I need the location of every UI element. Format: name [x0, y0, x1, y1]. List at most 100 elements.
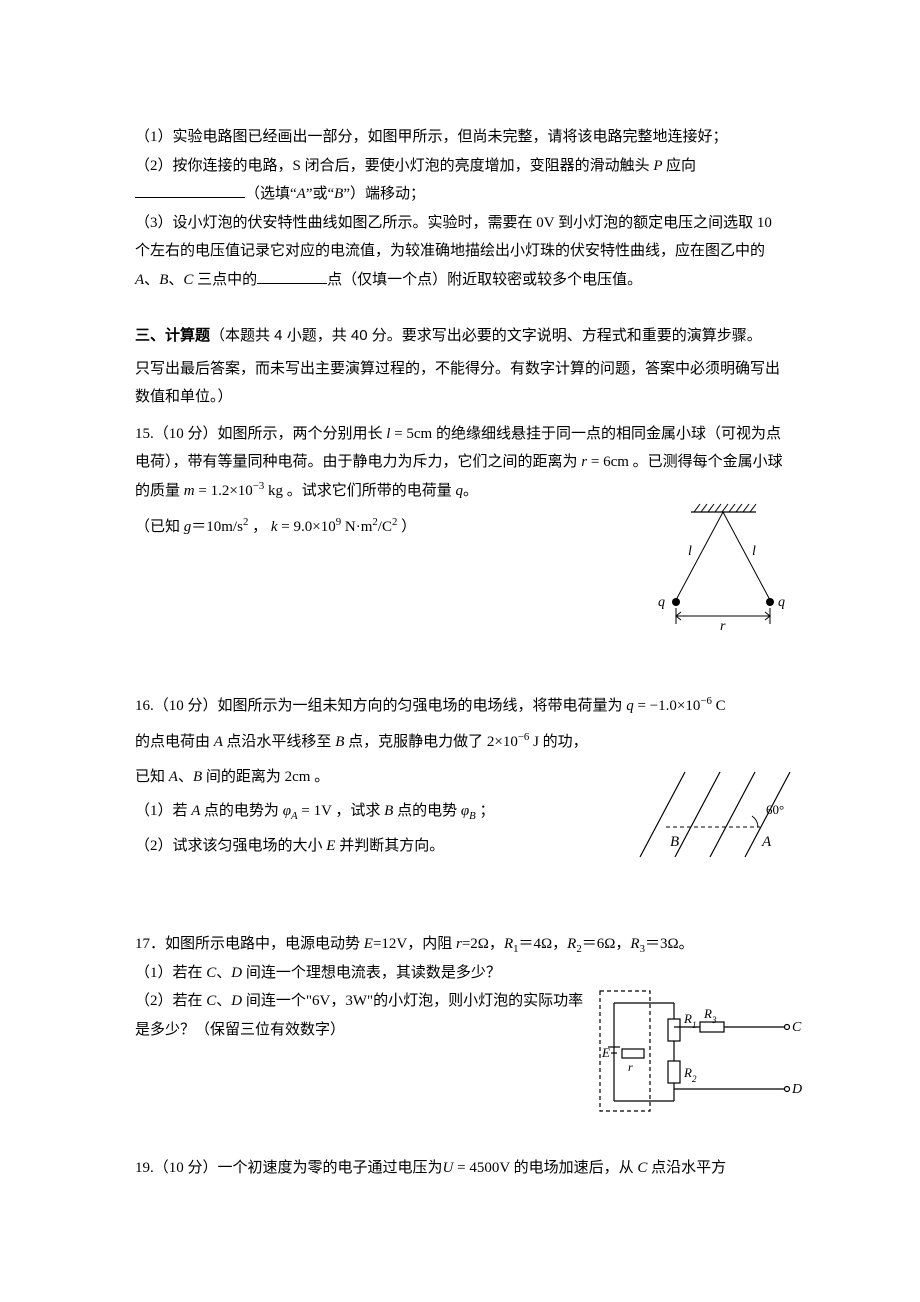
- phi: φ: [279, 803, 291, 819]
- text: = 9.0×10: [278, 519, 336, 535]
- phi: φ: [457, 803, 469, 819]
- text: 、: [216, 965, 231, 981]
- text: （2）按你连接的电路，S 闭合后，要使小灯泡的亮度增加，变阻器的滑动触头: [135, 158, 650, 174]
- label-r: r: [720, 619, 726, 634]
- text: kg 。试求它们所带的电荷量: [264, 483, 455, 499]
- text: 、: [216, 993, 231, 1009]
- var-D: D: [231, 993, 246, 1009]
- label-D: D: [791, 1082, 802, 1097]
- var-E: E: [326, 838, 339, 854]
- label-q-right: q: [778, 595, 785, 610]
- text: 19.（10 分）一个初速度为零的电子通过电压为: [135, 1160, 443, 1176]
- text: 、: [178, 769, 193, 785]
- var-A: A: [191, 803, 204, 819]
- text: （选填“: [245, 186, 297, 202]
- text: ＝4Ω，: [519, 936, 568, 952]
- text: （1）若: [135, 803, 191, 819]
- var-C: C: [637, 1160, 651, 1176]
- blank-fill-2: [257, 269, 327, 284]
- var-E: E: [364, 936, 373, 952]
- section-desc1: （本题共 4 小题，共 40 分。要求写出必要的文字说明、方程式和重要的演算步骤…: [210, 327, 762, 344]
- question-15: 15.（10 分）如图所示，两个分别用长 l = 5cm 的绝缘细线悬挂于同一点…: [135, 420, 790, 542]
- text: 点，克服静电力做了: [348, 734, 483, 750]
- var-g: g: [180, 519, 191, 535]
- var-m: m: [180, 483, 195, 499]
- text: =2Ω，: [462, 936, 504, 952]
- q15-stem: 15.（10 分）如图所示，两个分别用长 l = 5cm 的绝缘细线悬挂于同一点…: [135, 420, 790, 506]
- question-prev-fragment: （1）实验电路图已经画出一部分，如图甲所示，但尚未完整，请将该电路完整地连接好；…: [135, 123, 790, 294]
- var-P: P: [650, 158, 666, 174]
- exponent: −3: [253, 480, 265, 492]
- q16-stem-line2: 的点电荷由 A 点沿水平线移至 B 点，克服静电力做了 2×10−6 J 的功，: [135, 728, 790, 757]
- text: 15.（10 分）如图所示，两个分别用长: [135, 426, 386, 442]
- text: （3）设小灯泡的伏安特性曲线如图乙所示。实验时，需要在 0V 到小灯泡的额定电压…: [135, 215, 772, 260]
- var-C: C: [183, 272, 197, 288]
- text: 的点电荷由: [135, 734, 214, 750]
- q-prev-sub1: （1）实验电路图已经画出一部分，如图甲所示，但尚未完整，请将该电路完整地连接好；: [135, 123, 790, 152]
- q16-figure: 60° B A: [630, 762, 800, 883]
- text: 间连一个理想电流表，其读数是多少？: [246, 965, 501, 981]
- exponent: −6: [700, 695, 712, 707]
- text: ＝6Ω，: [582, 936, 631, 952]
- q15-figure: l l q q r: [646, 500, 796, 651]
- text: 并判断其方向。: [339, 838, 444, 854]
- text: /C: [378, 519, 392, 535]
- text: = 1.2×10: [195, 483, 253, 499]
- var-D: D: [231, 965, 246, 981]
- text: =12V，内阻: [373, 936, 456, 952]
- circuit-diagram: E r R1 R2 R3 C D: [592, 985, 802, 1120]
- text: ＝3Ω。: [645, 936, 694, 952]
- var-C: C: [206, 965, 216, 981]
- text: （2）若在: [135, 993, 206, 1009]
- q17-sub1: （1）若在 C、D 间连一个理想电流表，其读数是多少？: [135, 959, 790, 988]
- text: = 4500V 的电场加速后，从: [453, 1160, 637, 1176]
- label-B: B: [670, 834, 679, 850]
- text: 三点中的: [197, 272, 257, 288]
- q-prev-sub2: （2）按你连接的电路，S 闭合后，要使小灯泡的亮度增加，变阻器的滑动触头 P 应…: [135, 152, 790, 181]
- label-E: E: [601, 1045, 610, 1060]
- text: 。: [463, 483, 478, 499]
- text: 2×10: [483, 734, 518, 750]
- text: 17．如图所示电路中，电源电动势: [135, 936, 364, 952]
- label-A: A: [761, 834, 772, 850]
- text: 点的电势为: [204, 803, 279, 819]
- var-R: R: [504, 936, 513, 952]
- question-17: 17．如图所示电路中，电源电动势 E=12V，内阻 r=2Ω，R1＝4Ω，R2＝…: [135, 930, 790, 1044]
- blank-fill-1: [135, 183, 245, 198]
- var-R: R: [630, 936, 639, 952]
- q17-figure: E r R1 R2 R3 C D: [592, 985, 802, 1131]
- text: 点的电势: [397, 803, 457, 819]
- text: （已知: [135, 519, 180, 535]
- var-B: B: [193, 769, 206, 785]
- var-C: C: [206, 993, 216, 1009]
- label-r: r: [628, 1060, 633, 1074]
- text: ）: [397, 519, 416, 535]
- text: ＝10m/s: [191, 519, 243, 535]
- label-l-right: l: [752, 544, 756, 559]
- text: 2cm: [281, 769, 314, 785]
- text: （1）若在: [135, 965, 206, 981]
- text: 16.（10 分）如图所示为一组未知方向的匀强电场的电场线，将带电荷量为: [135, 698, 623, 714]
- text: 点（仅填一个点）附近取较密或较多个电压值。: [327, 272, 642, 288]
- var-k: k: [267, 519, 277, 535]
- text: ；: [476, 803, 495, 819]
- field-lines-diagram: 60° B A: [630, 762, 800, 872]
- text: N·m: [341, 519, 372, 535]
- text: 、: [144, 272, 159, 288]
- q16-stem-line1: 16.（10 分）如图所示为一组未知方向的匀强电场的电场线，将带电荷量为 q =…: [135, 692, 790, 721]
- text: 点沿水平方: [651, 1160, 726, 1176]
- var-A: A: [169, 769, 178, 785]
- section-desc-line2: 只写出最后答案，而未写出主要演算过程的，不能得分。有数字计算的问题，答案中必须明…: [135, 355, 790, 412]
- label-l-left: l: [688, 544, 692, 559]
- text: 、: [168, 272, 183, 288]
- var-U: U: [443, 1160, 454, 1176]
- pendulum-charges-diagram: l l q q r: [646, 500, 796, 640]
- section-label: 三、计算题: [135, 327, 210, 344]
- text: J 的功，: [529, 734, 587, 750]
- var-B: B: [335, 734, 348, 750]
- question-19: 19.（10 分）一个初速度为零的电子通过电压为U = 4500V 的电场加速后…: [135, 1154, 790, 1183]
- q-prev-sub2-line2: （选填“A”或“B”）端移动；: [135, 180, 790, 209]
- text: 间的距离为: [206, 769, 281, 785]
- text: = −1.0×10: [634, 698, 701, 714]
- text: ”）端移动；: [343, 186, 425, 202]
